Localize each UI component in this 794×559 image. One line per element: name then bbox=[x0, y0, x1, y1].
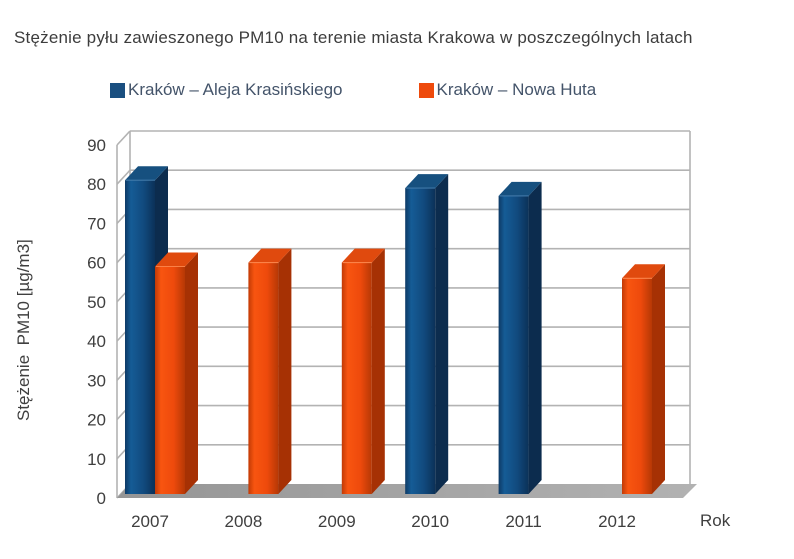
y-tick-label: 0 bbox=[97, 489, 106, 508]
x-tick-label: 2011 bbox=[505, 512, 542, 531]
legend-label-nowa-huta: Kraków – Nowa Huta bbox=[436, 80, 597, 99]
bar-krakow-nowa-huta-2007 bbox=[155, 252, 198, 494]
legend-swatch-nowa-huta bbox=[418, 82, 434, 98]
axis-tick bbox=[116, 130, 131, 146]
bar-krakow-nowa-huta-2009 bbox=[341, 248, 385, 494]
legend-item-aleja-krasinskiego: Kraków – Aleja Krasińskiego bbox=[110, 80, 343, 100]
bar-krakow-nowa-huta-2008 bbox=[248, 248, 292, 494]
y-tick-label: 50 bbox=[87, 293, 106, 312]
x-tick-label: 2010 bbox=[411, 512, 449, 531]
bar-krakow-aleja-krasinskiego-2010 bbox=[405, 174, 449, 495]
legend-swatch-aleja-krasinskiego bbox=[110, 82, 125, 98]
x-axis-title: Rok bbox=[700, 511, 731, 530]
x-tick-label: 2012 bbox=[598, 512, 636, 531]
axis-tick bbox=[116, 169, 131, 185]
y-tick-label: 10 bbox=[87, 450, 106, 469]
x-tick-label: 2007 bbox=[131, 512, 169, 531]
bar-krakow-nowa-huta-2012 bbox=[622, 264, 665, 494]
x-tick-label: 2008 bbox=[224, 512, 262, 531]
legend-label-aleja-krasinskiego: Kraków – Aleja Krasińskiego bbox=[128, 80, 343, 99]
y-tick-label: 70 bbox=[87, 214, 106, 233]
y-tick-label: 60 bbox=[87, 254, 106, 273]
y-tick-label: 90 bbox=[87, 136, 106, 155]
y-tick-label: 80 bbox=[87, 175, 106, 194]
y-tick-label: 20 bbox=[87, 411, 106, 430]
chart-title: Stężenie pyłu zawieszonego PM10 na teren… bbox=[14, 28, 693, 47]
y-tick-label: 30 bbox=[87, 371, 106, 390]
y-tick-label: 40 bbox=[87, 332, 106, 351]
legend-item-nowa-huta: Kraków – Nowa Huta bbox=[418, 80, 597, 100]
legend: Kraków – Aleja Krasińskiego Kraków – Now… bbox=[110, 80, 596, 100]
bar-krakow-aleja-krasinskiego-2011 bbox=[498, 181, 542, 494]
x-tick-label: 2009 bbox=[318, 512, 356, 531]
